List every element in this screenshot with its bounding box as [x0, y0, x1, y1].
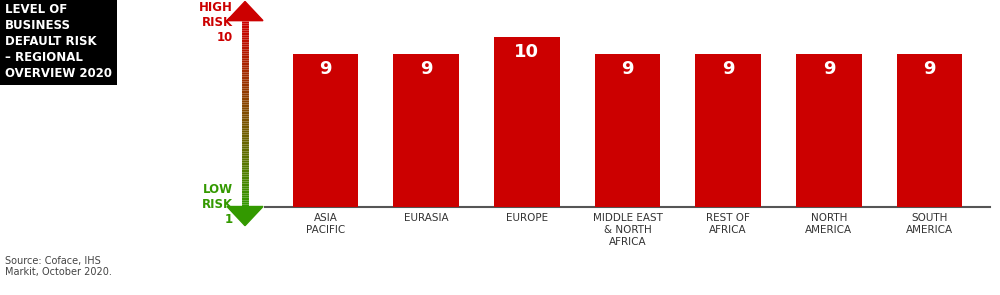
Bar: [293, 54, 358, 206]
Polygon shape: [227, 206, 263, 226]
Text: 9: 9: [823, 60, 835, 78]
Bar: [695, 54, 761, 206]
Text: 10: 10: [514, 43, 539, 61]
Text: LOW
RISK
1: LOW RISK 1: [202, 183, 233, 226]
Polygon shape: [227, 1, 263, 21]
Text: 9: 9: [923, 60, 936, 78]
Bar: [897, 54, 962, 206]
Text: 9: 9: [722, 60, 734, 78]
Bar: [595, 54, 660, 206]
Text: HIGH
RISK
10: HIGH RISK 10: [199, 1, 233, 45]
Text: 9: 9: [319, 60, 332, 78]
Bar: [796, 54, 862, 206]
Text: 9: 9: [621, 60, 634, 78]
Bar: [393, 54, 459, 206]
Text: 9: 9: [420, 60, 432, 78]
Text: LEVEL OF
BUSINESS
DEFAULT RISK
– REGIONAL
OVERVIEW 2020: LEVEL OF BUSINESS DEFAULT RISK – REGIONA…: [5, 3, 112, 80]
Bar: [494, 37, 560, 206]
Text: Source: Coface, IHS
Markit, October 2020.: Source: Coface, IHS Markit, October 2020…: [5, 256, 112, 277]
